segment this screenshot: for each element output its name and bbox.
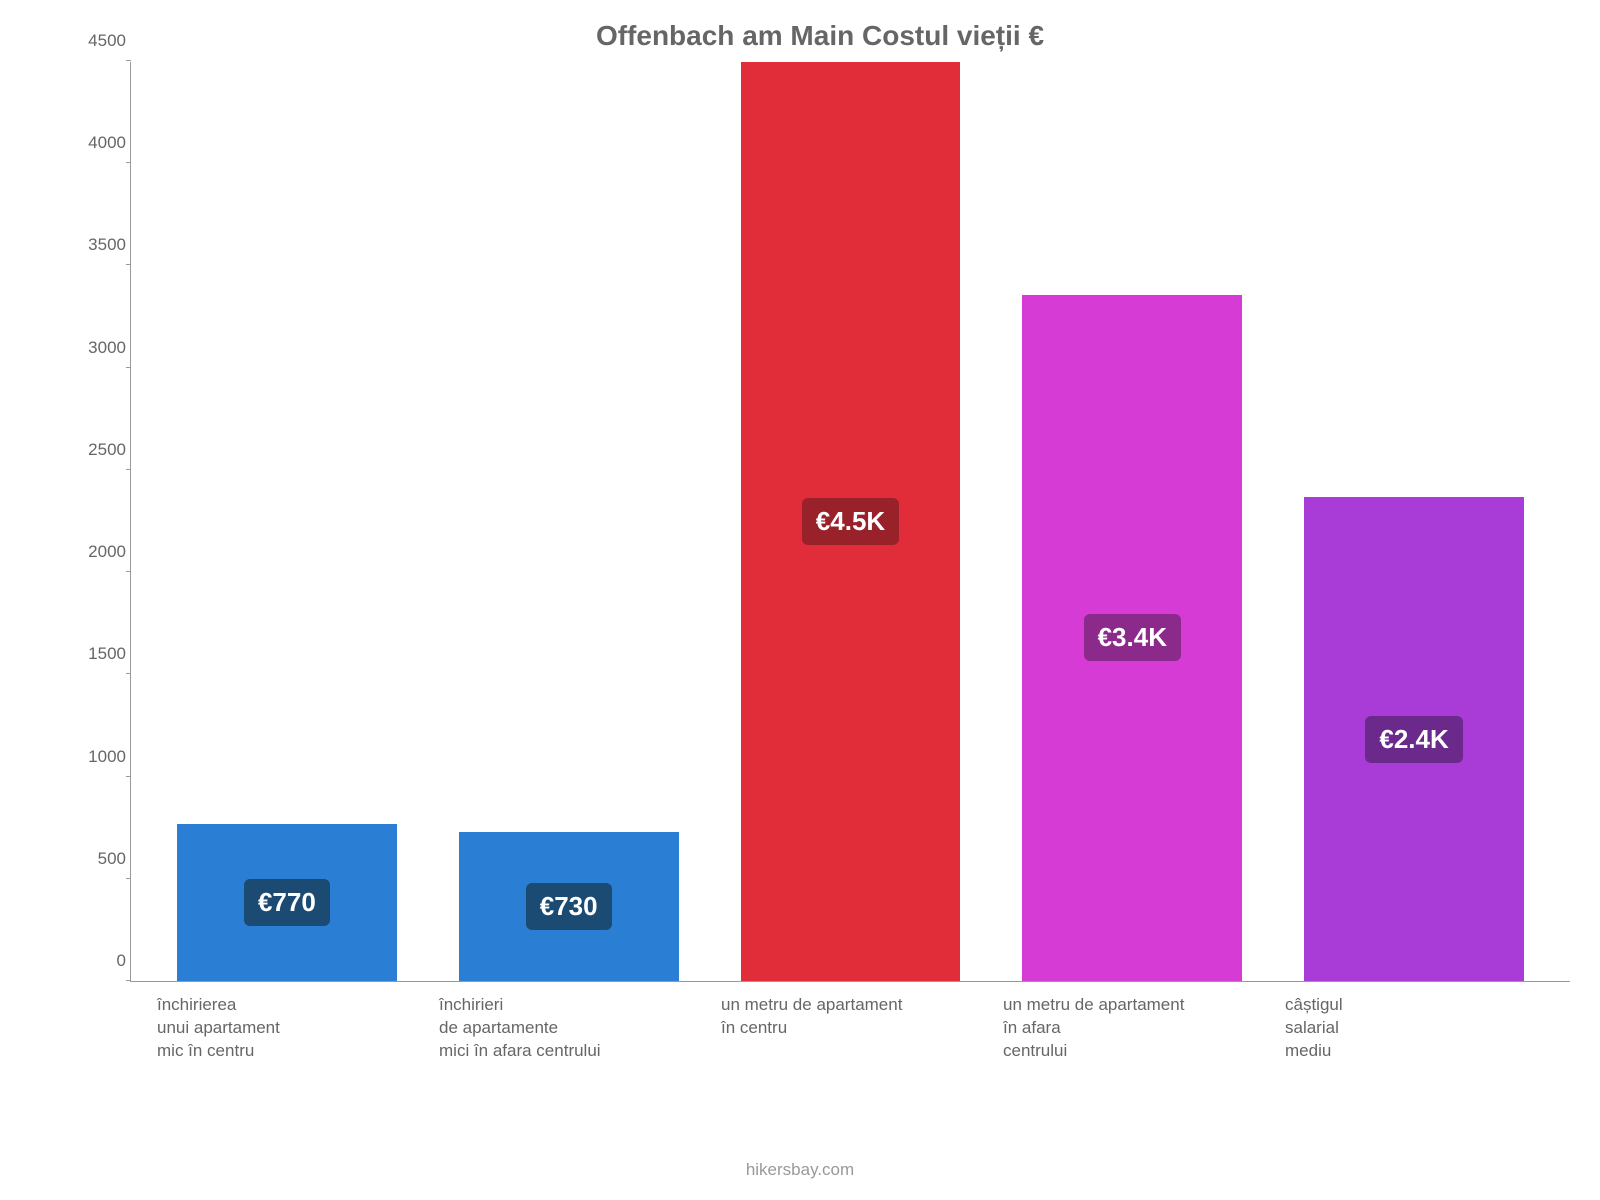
y-tick-label: 2500 [76,440,126,460]
bar: €3.4K [1022,295,1242,981]
bar-value-label: €3.4K [1084,614,1181,661]
bar: €770 [177,824,397,981]
plot-area: €770€730€4.5K€3.4K€2.4K 0500100015002000… [130,62,1570,982]
bar-slot: €4.5K [710,62,992,981]
bar-slot: €2.4K [1273,62,1555,981]
y-tick-label: 3000 [76,338,126,358]
bar-value-label: €2.4K [1365,716,1462,763]
y-tick-label: 1000 [76,747,126,767]
bar: €4.5K [741,62,961,981]
bar-value-label: €4.5K [802,498,899,545]
y-tick-mark [126,367,131,368]
x-axis-category-label: un metru de apartamentîn centru [709,994,991,1063]
y-tick-label: 1500 [76,644,126,664]
bar-slot: €730 [428,62,710,981]
y-tick-mark [126,776,131,777]
bar: €2.4K [1304,497,1524,981]
y-tick-mark [126,980,131,981]
chart-title: Offenbach am Main Costul vieții € [70,20,1570,52]
bar: €730 [459,832,679,981]
x-label-line: un metru de apartament [1003,994,1261,1017]
x-axis-labels: închiriereaunui apartamentmic în centruî… [130,982,1570,1063]
x-label-line: mic în centru [157,1040,415,1063]
y-tick-label: 4000 [76,133,126,153]
x-label-line: închirierea [157,994,415,1017]
y-tick-mark [126,673,131,674]
y-tick-mark [126,571,131,572]
x-label-line: salarial [1285,1017,1543,1040]
y-tick-label: 4500 [76,31,126,51]
x-label-line: câștigul [1285,994,1543,1017]
x-axis-category-label: închirieride apartamentemici în afara ce… [427,994,709,1063]
bars-group: €770 €730 €4.5K €3.4K €2.4K [131,62,1570,981]
y-tick-mark [126,469,131,470]
x-axis-category-label: un metru de apartamentîn afaracentrului [991,994,1273,1063]
y-tick-mark [126,60,131,61]
bar-chart: Offenbach am Main Costul vieții € €770€7… [70,20,1570,1120]
y-tick-mark [126,162,131,163]
y-tick-label: 0 [76,951,126,971]
y-tick-mark [126,878,131,879]
y-tick-mark [126,264,131,265]
x-label-line: mici în afara centrului [439,1040,697,1063]
x-label-line: un metru de apartament [721,994,979,1017]
bar-value-label: €730 [526,883,612,930]
chart-footer: hikersbay.com [0,1160,1600,1180]
bar-value-label: €770 [244,879,330,926]
y-tick-label: 2000 [76,542,126,562]
x-axis-category-label: închiriereaunui apartamentmic în centru [145,994,427,1063]
bar-slot: €3.4K [991,62,1273,981]
x-axis-category-label: câștigulsalarialmediu [1273,994,1555,1063]
y-tick-label: 3500 [76,235,126,255]
bar-slot: €770 [146,62,428,981]
x-label-line: mediu [1285,1040,1543,1063]
x-label-line: închirieri [439,994,697,1017]
x-label-line: în centru [721,1017,979,1040]
y-tick-label: 500 [76,849,126,869]
x-label-line: unui apartament [157,1017,415,1040]
x-label-line: centrului [1003,1040,1261,1063]
x-label-line: de apartamente [439,1017,697,1040]
x-label-line: în afara [1003,1017,1261,1040]
